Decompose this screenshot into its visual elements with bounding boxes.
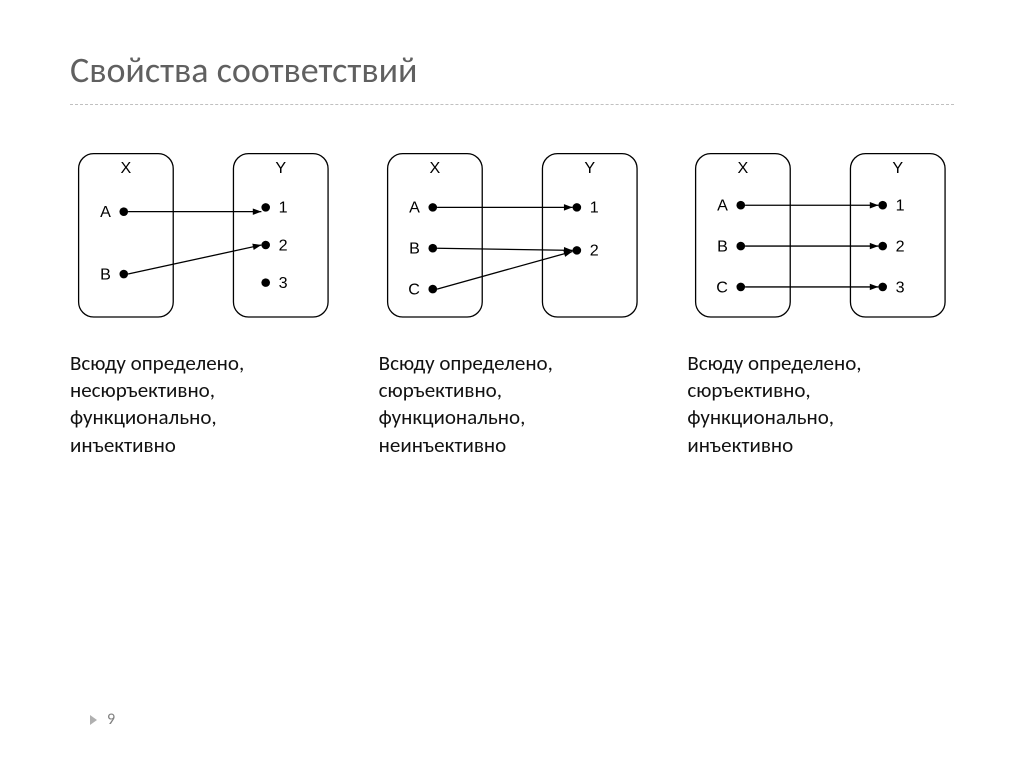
node-dot [737,283,746,292]
node-dot [737,201,746,210]
node-dot [572,246,581,255]
set-label-X: X [121,159,132,177]
page-title: Свойства соответствий [70,48,954,92]
node-label: C [408,280,420,298]
mapping-diagram: X Y A B 1 2 3 [70,145,337,326]
node-label: 2 [896,237,905,255]
node-label: 3 [279,274,288,292]
node-label: 1 [279,199,288,217]
page-number-value: 9 [107,710,115,729]
node-dot [879,283,888,292]
mapping-diagram: X Y A B C 1 2 [379,145,646,326]
diagram-block: X Y A B C 1 2 3 Всюду определено,сюръективно,фун… [687,145,954,459]
node-dot [428,244,437,253]
node-label: 1 [896,197,905,215]
node-label: 3 [896,278,905,296]
set-label-Y: Y [893,159,904,177]
node-dot [119,207,128,216]
node-dot [261,278,270,287]
diagram-block: X Y A B 1 2 3 Всюду определено,несюръективно,фу… [70,145,337,459]
set-label-Y: Y [275,159,286,177]
node-label: 1 [589,199,598,217]
node-dot [879,201,888,210]
chevron-right-icon [90,715,97,725]
node-label: 2 [279,236,288,254]
node-label: A [100,203,111,221]
node-label: A [717,197,728,215]
set-label-X: X [429,159,440,177]
set-label-X: X [738,159,749,177]
node-label: B [409,240,420,258]
node-dot [428,285,437,294]
mapping-diagram: X Y A B C 1 2 3 [687,145,954,326]
node-label: A [409,199,420,217]
diagram-caption: Всюду определено,сюръективно,функциональ… [379,350,646,459]
diagram-caption: Всюду определено,сюръективно,функциональ… [687,350,954,459]
node-dot [261,203,270,212]
diagram-block: X Y A B C 1 2 Всюду определено,сюръективно,функ… [379,145,646,459]
node-label: C [717,278,729,296]
set-label-Y: Y [584,159,595,177]
diagram-caption: Всюду определено,несюръективно,функциона… [70,350,337,459]
node-label: B [717,237,728,255]
node-dot [737,242,746,251]
node-dot [119,270,128,279]
title-divider [70,104,954,105]
node-dot [879,242,888,251]
node-label: B [100,265,111,283]
node-dot [261,241,270,250]
page-number: 9 [90,710,115,729]
node-dot [572,203,581,212]
node-label: 2 [589,242,598,260]
node-dot [428,203,437,212]
diagrams-row: X Y A B 1 2 3 Всюду определено,несюръективно,фу… [70,145,954,459]
